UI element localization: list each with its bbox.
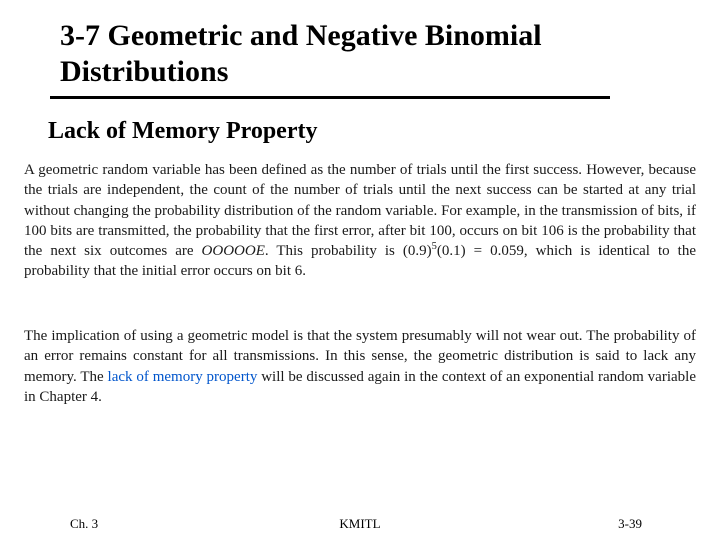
footer-institution: KMITL xyxy=(0,516,720,532)
body-paragraph-2: The implication of using a geometric mod… xyxy=(24,326,696,407)
title-underline xyxy=(50,96,610,99)
p1-text-b: . This probability is (0.9) xyxy=(265,243,432,259)
p1-ooooe: OOOOOE xyxy=(202,243,265,259)
p2-highlight: lack of memory property xyxy=(108,369,258,385)
footer-page-number: 3-39 xyxy=(618,516,642,532)
slide: 3-7 Geometric and Negative Binomial Dist… xyxy=(0,0,720,540)
slide-subtitle: Lack of Memory Property xyxy=(48,118,317,145)
slide-title: 3-7 Geometric and Negative Binomial Dist… xyxy=(60,18,660,90)
body-paragraph-1: A geometric random variable has been def… xyxy=(24,160,696,282)
